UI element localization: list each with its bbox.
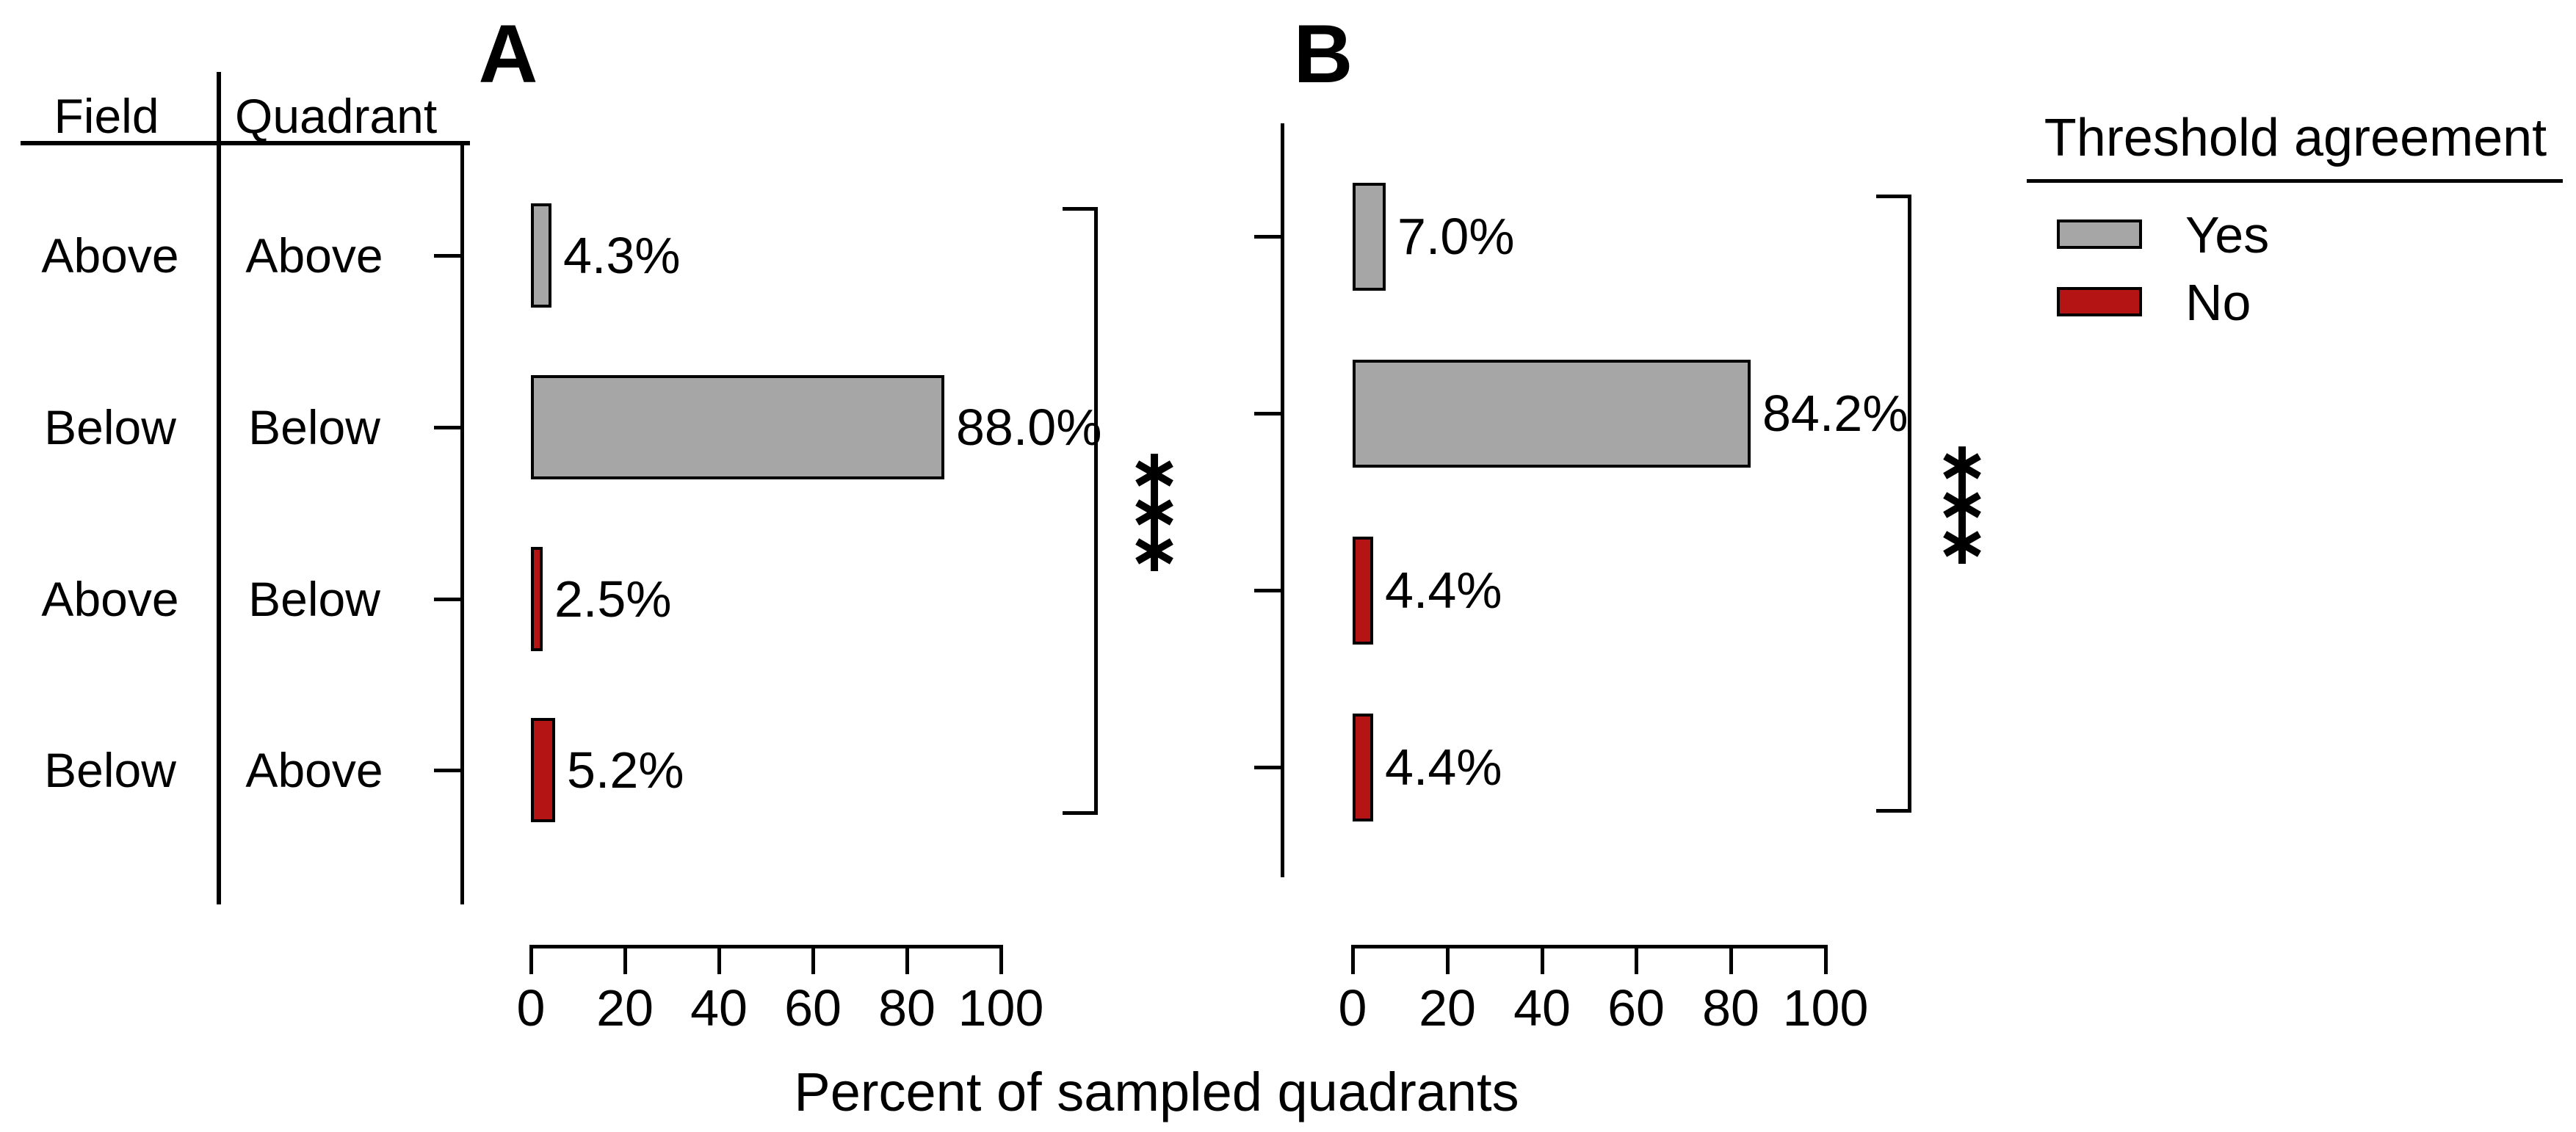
bar-value-label: 2.5% (554, 570, 672, 628)
table-header-field: Field (54, 89, 159, 143)
bar (1353, 714, 1373, 821)
legend-swatch-yes (2057, 219, 2142, 249)
x-axis-tick (905, 945, 909, 974)
bar-value-label: 4.4% (1385, 562, 1502, 619)
y-axis-row-tick (434, 598, 460, 601)
x-axis-tick-label: 100 (1782, 979, 1869, 1037)
x-axis-tick-label: 20 (1419, 979, 1476, 1037)
x-axis-tick-label: 100 (958, 979, 1044, 1037)
table-row-quadrant: Below (248, 400, 380, 454)
bar (531, 547, 543, 651)
bar (531, 375, 944, 479)
y-axis-row-tick (1254, 589, 1281, 592)
table-row-quadrant: Above (245, 743, 383, 797)
table-header-quadrant: Quadrant (235, 89, 438, 143)
x-axis-tick (1351, 945, 1355, 974)
table-row-field: Above (41, 572, 179, 626)
bar (1353, 183, 1386, 291)
table-row-field: Below (44, 743, 176, 797)
table-row-quadrant: Below (248, 572, 380, 626)
x-axis-tick-label: 0 (1338, 979, 1367, 1037)
bar (1353, 537, 1373, 645)
bar-value-label: 5.2% (567, 741, 684, 799)
table-header-underline (21, 141, 470, 145)
significance-bracket (1876, 195, 1911, 813)
y-axis-row-tick (434, 769, 460, 772)
panel-a-label: A (478, 8, 538, 100)
y-axis-row-tick (1254, 235, 1281, 239)
x-axis-tick-label: 80 (1702, 979, 1759, 1037)
significance-bracket (1063, 207, 1098, 815)
x-axis-tick-label: 20 (596, 979, 654, 1037)
bar-value-label: 84.2% (1762, 385, 1909, 442)
significance-stars: ∗ ∗ ∗ (1121, 207, 1187, 815)
y-axis-line (1281, 123, 1284, 877)
significance-star: ∗ (1935, 505, 1989, 579)
y-axis-row-tick (1254, 412, 1281, 416)
x-axis-tick (1635, 945, 1638, 974)
table-column-divider (217, 72, 221, 904)
x-axis-tick (623, 945, 627, 974)
x-axis-tick (1824, 945, 1828, 974)
significance-star: ∗ (1127, 512, 1182, 587)
x-axis-line (529, 945, 1003, 948)
y-axis-row-tick (434, 426, 460, 429)
bar (531, 203, 551, 308)
bar-value-label: 4.3% (563, 227, 681, 284)
x-axis-tick (1446, 945, 1450, 974)
table-row-quadrant: Above (245, 228, 383, 283)
y-axis-line (460, 141, 464, 904)
x-axis-tick-label: 80 (878, 979, 936, 1037)
x-axis-tick-label: 60 (1607, 979, 1665, 1037)
bar-value-label: 4.4% (1385, 739, 1502, 796)
legend-title: Threshold agreement (2044, 109, 2547, 167)
x-axis-tick-label: 60 (784, 979, 842, 1037)
x-axis-tick (999, 945, 1003, 974)
legend-swatch-no (2057, 287, 2142, 316)
table-row-field: Above (41, 228, 179, 283)
x-axis-tick (529, 945, 533, 974)
x-axis-tick (1541, 945, 1544, 974)
legend-label-no: No (2185, 274, 2251, 331)
table-row-field: Below (44, 400, 176, 454)
legend-title-underline (2027, 179, 2563, 183)
bar (1353, 360, 1751, 468)
y-axis-row-tick (1254, 766, 1281, 769)
x-axis-tick-label: 0 (516, 979, 546, 1037)
y-axis-row-tick (434, 254, 460, 258)
x-axis-tick (1729, 945, 1733, 974)
bar (531, 718, 555, 822)
bar-value-label: 88.0% (956, 399, 1102, 456)
significance-stars: ∗ ∗ ∗ (1929, 195, 1995, 813)
x-axis-tick-label: 40 (1513, 979, 1571, 1037)
x-axis-tick-label: 40 (690, 979, 748, 1037)
panel-b-label: B (1293, 8, 1353, 100)
x-axis-tick (811, 945, 815, 974)
bar-value-label: 7.0% (1397, 208, 1515, 265)
x-axis-title: Percent of sampled quadrants (794, 1062, 1519, 1122)
x-axis-line (1351, 945, 1828, 948)
x-axis-tick (717, 945, 721, 974)
legend-label-yes: Yes (2185, 206, 2270, 264)
